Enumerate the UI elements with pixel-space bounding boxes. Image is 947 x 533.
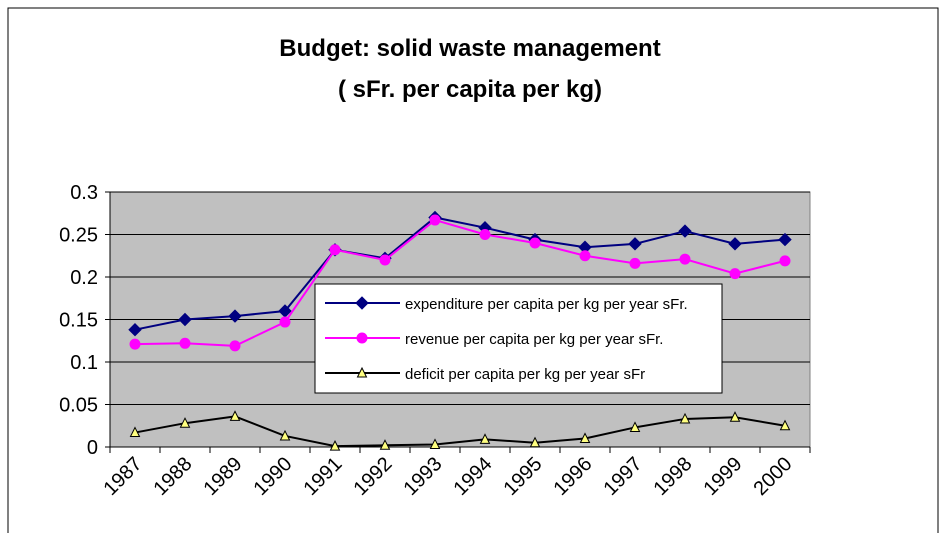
series-line xyxy=(134,216,786,331)
chart-subtitle: ( sFr. per capita per kg) xyxy=(338,76,602,103)
marker xyxy=(129,426,141,438)
marker xyxy=(778,232,792,247)
marker xyxy=(729,268,741,280)
marker xyxy=(229,340,241,352)
marker xyxy=(579,250,591,262)
marker xyxy=(679,253,691,265)
marker xyxy=(329,244,341,256)
marker xyxy=(279,429,291,441)
marker xyxy=(479,433,491,444)
marker xyxy=(579,432,591,443)
y-tick-label: 0.1 xyxy=(70,352,98,374)
marker xyxy=(529,436,541,448)
chart-title: Budget: solid waste management xyxy=(279,35,660,62)
legend-marker xyxy=(355,296,369,310)
marker xyxy=(379,254,391,266)
marker xyxy=(529,237,541,249)
marker xyxy=(179,337,191,349)
marker xyxy=(279,316,291,328)
y-tick-label: 0.05 xyxy=(59,395,98,417)
series-line xyxy=(134,415,786,448)
legend-label: expenditure per capita per kg per year s… xyxy=(405,296,688,313)
marker xyxy=(628,237,642,251)
marker xyxy=(479,229,491,240)
marker xyxy=(779,419,791,431)
marker xyxy=(229,410,241,421)
marker xyxy=(329,440,341,451)
marker xyxy=(729,411,741,422)
marker xyxy=(429,214,441,226)
y-tick-label: 0.2 xyxy=(70,267,98,289)
marker xyxy=(728,237,742,251)
legend-label: revenue per capita per kg per year sFr. xyxy=(405,331,663,348)
y-tick-label: 0.15 xyxy=(59,310,98,332)
y-tick-label: 0.25 xyxy=(59,225,98,247)
legend-marker xyxy=(356,366,368,378)
marker xyxy=(128,322,142,337)
y-tick-label: 0 xyxy=(87,437,98,459)
series-line xyxy=(134,218,786,347)
marker xyxy=(228,309,242,323)
marker xyxy=(179,417,191,428)
marker xyxy=(178,312,192,327)
y-tick-label: 0.3 xyxy=(70,182,98,204)
marker xyxy=(379,439,391,450)
marker xyxy=(629,421,641,432)
marker xyxy=(779,255,791,267)
marker xyxy=(629,257,641,269)
legend-label: deficit per capita per kg per year sFr xyxy=(405,366,645,383)
marker xyxy=(429,438,441,449)
legend-marker xyxy=(356,332,368,344)
marker xyxy=(679,412,691,424)
marker xyxy=(678,224,692,238)
marker xyxy=(129,338,141,350)
